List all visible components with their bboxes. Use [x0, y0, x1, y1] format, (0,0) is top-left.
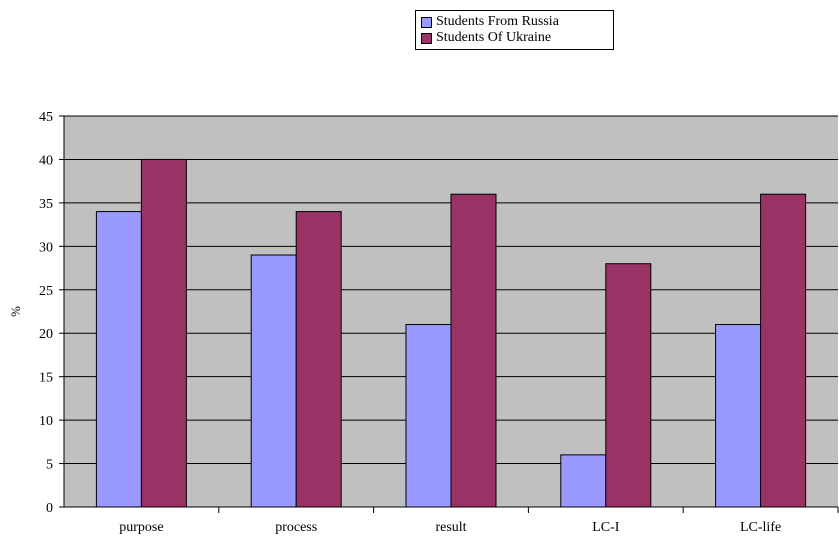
legend-label-ukraine: Students Of Ukraine — [436, 30, 552, 45]
y-tick-label: 40 — [39, 153, 53, 168]
y-tick-labels: 0 5 10 15 20 25 30 35 40 45 — [39, 110, 53, 516]
y-tick-label: 10 — [39, 414, 53, 429]
axes — [59, 115, 839, 513]
bar-ukraine-lc-life — [760, 193, 807, 508]
legend-label-russia: Students From Russia — [436, 14, 559, 29]
bar-ukraine-lc-i — [605, 263, 652, 508]
x-tick-label: purpose — [119, 520, 163, 535]
bar-ukraine-process — [295, 211, 342, 508]
legend-swatch-ukraine — [421, 32, 432, 44]
y-tick-label: 25 — [39, 284, 53, 299]
y-tick-label: 0 — [46, 501, 53, 516]
bar-ukraine-purpose — [140, 158, 187, 508]
x-tick-label: process — [275, 520, 317, 535]
bar-ukraine-result — [450, 193, 497, 508]
y-tick-label: 45 — [39, 110, 53, 125]
bar-russia-lc-i — [560, 454, 607, 508]
x-tick-label: LC-life — [740, 520, 781, 535]
bars — [95, 158, 807, 508]
x-tick-label: result — [435, 520, 466, 535]
bar-russia-lc-life — [715, 324, 762, 508]
legend: Students From Russia Students Of Ukraine — [415, 10, 614, 50]
legend-item-ukraine: Students Of Ukraine — [421, 30, 613, 46]
bar-russia-result — [405, 324, 452, 508]
legend-item-russia: Students From Russia — [421, 14, 613, 30]
y-tick-label: 35 — [39, 197, 53, 212]
bar-russia-purpose — [95, 211, 142, 508]
y-axis-label: % — [8, 306, 23, 317]
y-tick-label: 30 — [39, 240, 53, 255]
y-tick-label: 5 — [46, 458, 53, 473]
bar-russia-process — [250, 254, 297, 508]
x-tick-labels: purpose process result LC-I LC-life — [119, 520, 781, 535]
y-tick-label: 15 — [39, 371, 53, 386]
x-tick-label: LC-I — [592, 520, 620, 535]
y-tick-label: 20 — [39, 327, 53, 342]
legend-swatch-russia — [421, 16, 432, 28]
